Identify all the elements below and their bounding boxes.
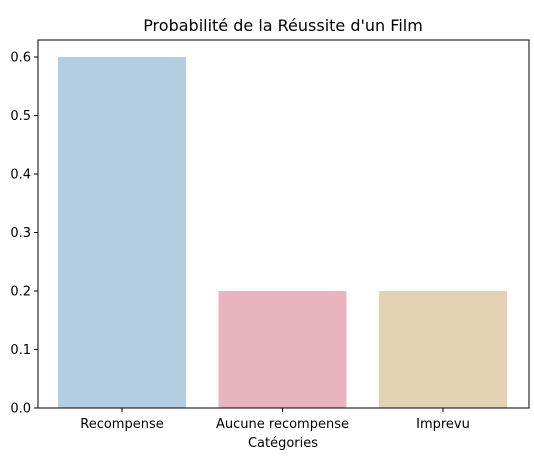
bar-2 (218, 291, 347, 408)
bar-3 (379, 291, 507, 408)
x-tick-label: Recompense (80, 417, 163, 432)
y-axis: 0.0 0.1 0.2 0.3 0.4 0.5 0.6 (10, 51, 38, 417)
y-tick-label: 0.1 (10, 343, 31, 358)
x-tick-label: Imprevu (416, 417, 470, 432)
bars-group (58, 57, 507, 408)
chart-title: Probabilité de la Réussite d'un Film (143, 16, 423, 35)
y-tick-label: 0.4 (10, 168, 31, 183)
y-tick-label: 0.5 (10, 109, 31, 124)
y-tick-label: 0.2 (10, 285, 31, 300)
x-axis-label: Catégories (248, 436, 318, 451)
x-tick-label: Aucune recompense (216, 417, 349, 432)
bar-1 (58, 57, 186, 408)
y-tick-label: 0.0 (10, 402, 31, 417)
y-tick-label: 0.3 (10, 226, 31, 241)
x-axis: Recompense Aucune recompense Imprevu (80, 408, 470, 432)
plot-frame (37, 39, 530, 409)
y-tick-label: 0.6 (10, 51, 31, 66)
